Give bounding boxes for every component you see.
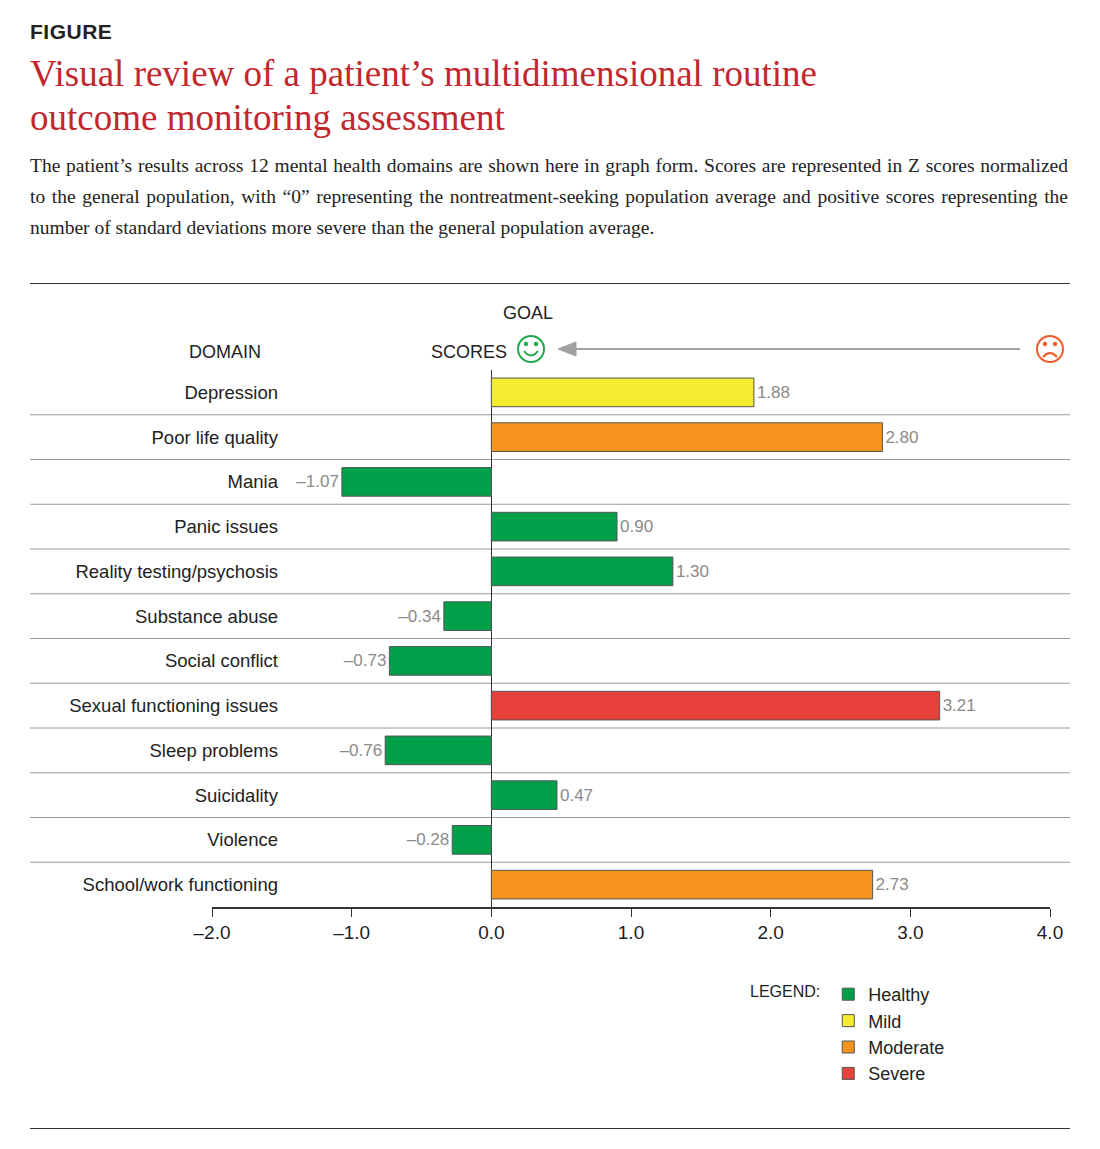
svg-text:1.0: 1.0: [618, 922, 644, 943]
svg-text:Severe: Severe: [868, 1064, 925, 1084]
svg-text:2.73: 2.73: [876, 875, 909, 894]
svg-text:GOAL: GOAL: [503, 303, 553, 323]
svg-text:–0.28: –0.28: [407, 830, 450, 849]
svg-text:Sleep problems: Sleep problems: [149, 740, 278, 761]
svg-text:–0.73: –0.73: [344, 651, 387, 670]
svg-text:School/work functioning: School/work functioning: [83, 874, 278, 895]
svg-text:3.21: 3.21: [943, 696, 976, 715]
svg-text:2.80: 2.80: [885, 428, 918, 447]
svg-text:–2.0: –2.0: [194, 922, 231, 943]
svg-text:Depression: Depression: [184, 382, 278, 403]
svg-text:Reality testing/psychosis: Reality testing/psychosis: [75, 561, 278, 582]
svg-text:SCORES: SCORES: [431, 342, 507, 362]
svg-text:Violence: Violence: [207, 829, 278, 850]
svg-text:4.0: 4.0: [1037, 922, 1063, 943]
svg-text:0.0: 0.0: [478, 922, 504, 943]
svg-text:0.90: 0.90: [620, 517, 653, 536]
svg-text:–0.34: –0.34: [398, 607, 441, 626]
svg-text:Panic issues: Panic issues: [174, 516, 278, 537]
svg-text:Sexual functioning issues: Sexual functioning issues: [69, 695, 278, 716]
svg-text:Substance abuse: Substance abuse: [135, 606, 278, 627]
html-text:The patient’s results across 1: The patient’s results across 12 mental h…: [30, 155, 1068, 238]
svg-text:–0.76: –0.76: [340, 741, 383, 760]
svg-text:Poor life quality: Poor life quality: [152, 427, 279, 448]
svg-text:3.0: 3.0: [897, 922, 923, 943]
html-text:Visual review of a patient’s m: Visual review of a patient’s multidimens…: [30, 53, 817, 138]
svg-text:DOMAIN: DOMAIN: [189, 342, 261, 362]
svg-text:2.0: 2.0: [757, 922, 783, 943]
svg-text:0.47: 0.47: [560, 786, 593, 805]
svg-text:–1.07: –1.07: [296, 472, 339, 491]
html-text:FIGURE: FIGURE: [30, 20, 113, 43]
svg-text:Social conflict: Social conflict: [165, 650, 278, 671]
svg-text:1.30: 1.30: [676, 562, 709, 581]
svg-text:Mild: Mild: [868, 1012, 901, 1032]
svg-text:Moderate: Moderate: [868, 1038, 944, 1058]
svg-text:Suicidality: Suicidality: [195, 785, 279, 806]
svg-text:–1.0: –1.0: [333, 922, 370, 943]
svg-text:1.88: 1.88: [757, 383, 790, 402]
svg-text:LEGEND:: LEGEND:: [750, 983, 820, 1000]
svg-text:Mania: Mania: [228, 471, 279, 492]
svg-text:Healthy: Healthy: [868, 985, 929, 1005]
